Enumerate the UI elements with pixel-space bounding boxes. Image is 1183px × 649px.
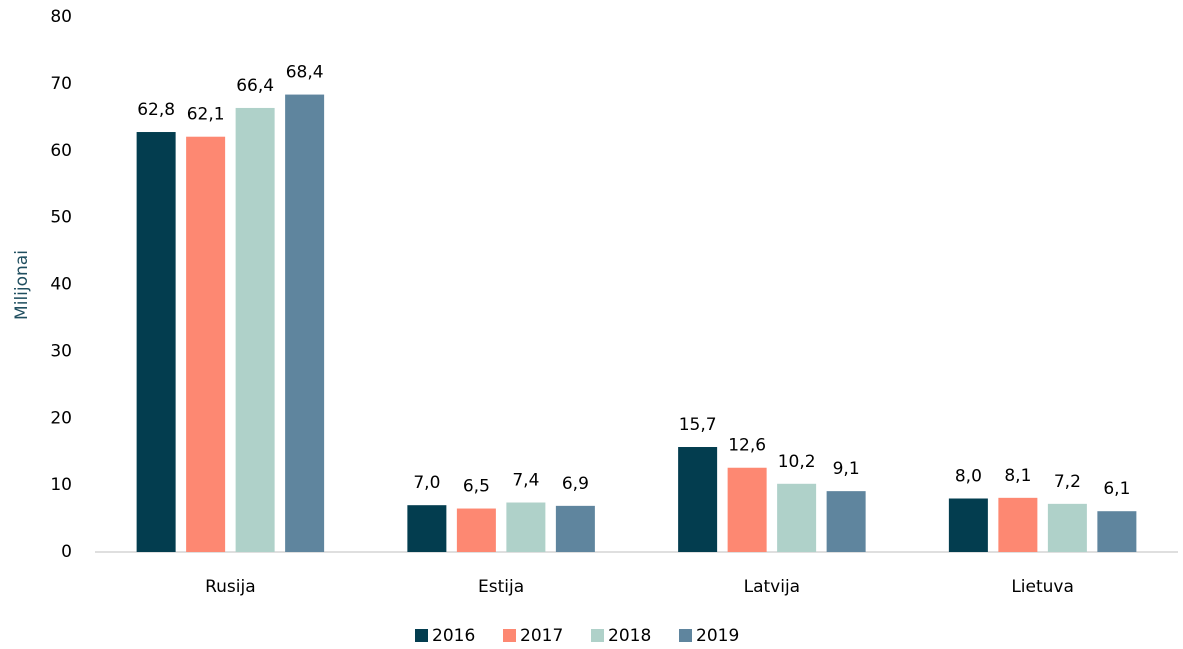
data-label: 10,2: [778, 452, 816, 472]
x-tick-label: Estija: [478, 577, 524, 597]
data-label: 66,4: [236, 76, 274, 96]
x-tick-label: Rusija: [205, 577, 256, 597]
legend-label: 2016: [432, 626, 475, 646]
y-tick-label: 50: [50, 208, 72, 228]
data-label: 62,1: [187, 105, 225, 125]
data-label: 9,1: [833, 459, 860, 479]
bar: [678, 447, 718, 552]
y-tick-label: 20: [50, 408, 72, 428]
y-tick-label: 80: [50, 7, 72, 27]
data-label: 12,6: [728, 436, 766, 456]
legend-swatch: [503, 629, 516, 642]
x-tick-label: Lietuva: [1011, 577, 1074, 597]
bar: [136, 132, 176, 552]
y-tick-label: 70: [50, 74, 72, 94]
legend-swatch: [591, 629, 604, 642]
data-label: 68,4: [286, 63, 324, 83]
bar: [506, 502, 546, 552]
bar: [948, 498, 988, 552]
bar: [456, 508, 496, 552]
legend-swatch: [679, 629, 692, 642]
data-label: 6,5: [463, 477, 490, 497]
data-label: 7,4: [512, 471, 539, 491]
bar: [727, 467, 767, 552]
legend-swatch: [415, 629, 428, 642]
bar: [186, 136, 226, 553]
data-label: 8,0: [955, 467, 982, 487]
data-label: 7,2: [1054, 472, 1081, 492]
bar: [285, 94, 325, 552]
data-label: 6,1: [1103, 479, 1130, 499]
x-tick-label: Latvija: [744, 577, 800, 597]
bar: [998, 497, 1038, 552]
data-label: 15,7: [679, 415, 717, 435]
bar: [1047, 503, 1087, 552]
legend-label: 2018: [608, 626, 651, 646]
bar: [777, 483, 817, 552]
y-tick-label: 0: [61, 542, 72, 562]
y-tick-label: 30: [50, 341, 72, 361]
y-axis-label: Milijonai: [12, 250, 32, 320]
data-label: 8,1: [1004, 466, 1031, 486]
legend-label: 2019: [696, 626, 739, 646]
bar: [407, 505, 447, 552]
data-label: 7,0: [413, 473, 440, 493]
legend-label: 2017: [520, 626, 563, 646]
y-tick-label: 60: [50, 141, 72, 161]
bar: [1097, 511, 1137, 552]
data-label: 62,8: [137, 100, 175, 120]
y-tick-label: 40: [50, 275, 72, 295]
y-tick-label: 10: [50, 475, 72, 495]
bar: [235, 107, 275, 552]
bar: [555, 505, 595, 552]
data-label: 6,9: [562, 474, 589, 494]
bar: [826, 491, 866, 552]
